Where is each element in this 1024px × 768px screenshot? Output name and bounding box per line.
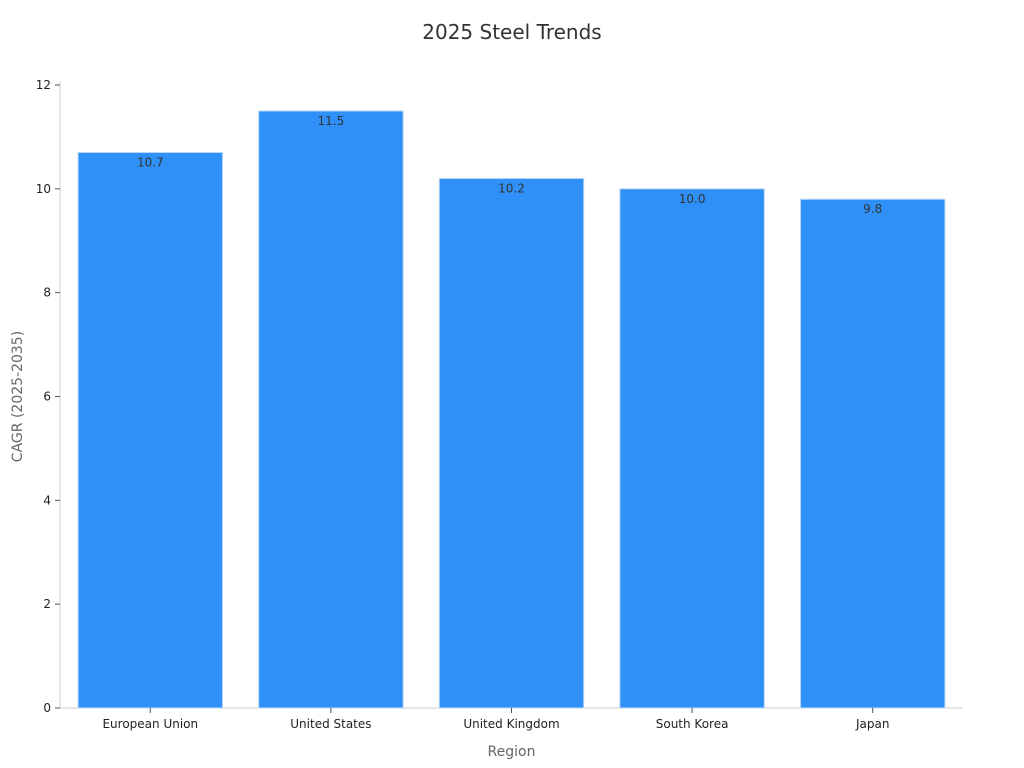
x-tick-label: South Korea <box>656 717 729 731</box>
data-labels: 10.7 11.5 10.2 10.0 9.8 <box>137 114 882 216</box>
bar-value-label: 10.2 <box>498 181 525 195</box>
x-ticks: European Union United States United Kingdo… <box>102 708 889 731</box>
x-tick-label: Japan <box>855 717 889 731</box>
bar-value-label: 9.8 <box>863 202 882 216</box>
y-ticks: 0 2 4 6 8 10 12 <box>36 78 60 715</box>
y-tick-label: 10 <box>36 182 51 196</box>
y-tick-label: 2 <box>43 597 51 611</box>
y-tick-label: 12 <box>36 78 51 92</box>
x-tick-label: European Union <box>102 717 198 731</box>
chart-title: 2025 Steel Trends <box>422 20 602 44</box>
bar-value-label: 10.7 <box>137 155 164 169</box>
bar[interactable] <box>619 188 765 709</box>
bar[interactable] <box>799 198 946 709</box>
bar[interactable] <box>77 151 224 709</box>
y-axis-title: CAGR (2025-2035) <box>10 331 26 462</box>
y-tick-label: 0 <box>43 701 51 715</box>
x-tick-label: United Kingdom <box>463 717 559 731</box>
y-tick-label: 6 <box>43 390 51 404</box>
bar[interactable] <box>258 110 404 709</box>
y-tick-label: 8 <box>43 286 51 300</box>
x-axis-title: Region <box>488 744 536 760</box>
bar-value-label: 11.5 <box>318 114 345 128</box>
bars <box>77 110 946 709</box>
y-tick-label: 4 <box>43 493 51 507</box>
x-tick-label: United States <box>290 717 371 731</box>
bar-value-label: 10.0 <box>679 192 706 206</box>
bar[interactable] <box>438 177 585 709</box>
